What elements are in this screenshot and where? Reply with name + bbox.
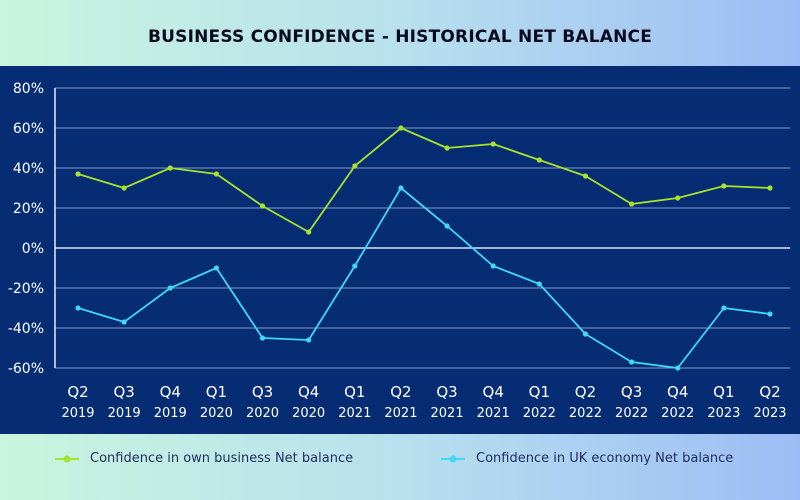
x-tick-label-year: 2021 [384,406,417,421]
y-tick-label: -60% [8,361,44,377]
series-uk-economy-point [536,281,542,287]
y-tick-label: -40% [8,321,44,337]
series-own-business-point [259,203,266,209]
series-uk-economy-point [582,331,589,337]
x-tick-label-year: 2021 [431,406,464,421]
series-own-business-point [721,183,727,189]
series-uk-economy-point [121,319,127,325]
y-tick-label: 60% [13,121,44,137]
x-tick-label-quarter: Q4 [667,383,688,401]
series-own-business-point [444,145,450,151]
series-own-business-point [536,157,542,163]
x-tick-label-year: 2022 [661,406,694,421]
series-uk-economy-point [352,263,358,269]
plot-background [0,66,800,434]
x-tick-label-year: 2023 [707,406,740,421]
x-tick-label-year: 2023 [753,406,786,421]
x-tick-label-year: 2020 [200,406,233,421]
series-own-business-point [352,163,358,169]
x-tick-label-year: 2021 [477,406,510,421]
x-tick-label-quarter: Q3 [621,383,642,401]
y-tick-label: 40% [13,161,44,177]
x-tick-label-year: 2022 [523,406,556,421]
series-uk-economy-point [721,305,727,311]
y-axis-ticks: 80% 60% 40% 20% 0% -20% -40% -60% [8,81,44,377]
x-axis-ticks: Q2 2019 Q3 2019 Q4 2019 Q1 2020 Q3 2020 Q4 2020 Q1 20… [61,383,786,421]
series-own-business-point [306,229,312,235]
x-tick-label-year: 2022 [615,406,648,421]
series-uk-economy-point [629,359,635,365]
series-uk-economy-point [444,223,450,229]
chart-plot: 80%60%40%20%0%-20%-40%-60% Q22019Q32019Q… [0,66,800,434]
x-tick-label-quarter: Q1 [206,383,227,401]
x-tick-label-year: 2022 [569,406,602,421]
legend-item-uk-economy: Confidence in UK economy Net balance [440,451,733,466]
x-tick-label-year: 2019 [154,406,187,421]
series-own-business-point [675,195,681,201]
x-tick-label-year: 2019 [61,406,94,421]
x-tick-label-year: 2021 [338,406,371,421]
series-own-business-point [767,185,773,191]
x-tick-label-quarter: Q4 [298,383,319,401]
x-tick-label-quarter: Q1 [529,383,550,401]
x-tick-label-quarter: Q3 [436,383,457,401]
x-tick-label-quarter: Q4 [483,383,504,401]
legend-marker-own-business [55,455,79,462]
x-tick-label-quarter: Q2 [390,383,411,401]
x-tick-label-quarter: Q1 [713,383,734,401]
series-own-business-point [121,185,127,191]
y-tick-label: 0% [22,241,44,257]
y-tick-label: 80% [13,81,44,97]
series-uk-economy-point [306,337,312,343]
series-own-business-point [75,171,81,177]
x-tick-label-quarter: Q4 [160,383,181,401]
x-tick-label-year: 2020 [292,406,325,421]
y-tick-label: -20% [8,281,44,297]
series-uk-economy-point [767,311,773,317]
series-own-business-point [582,173,589,179]
series-own-business-point [398,125,404,131]
series-own-business-point [213,171,219,177]
series-uk-economy-point [398,185,404,191]
series-own-business-line [77,127,771,233]
x-tick-label-quarter: Q2 [575,383,596,401]
series-uk-economy-point [167,285,173,291]
x-tick-label-quarter: Q2 [759,383,780,401]
series-own-business-point [167,165,173,171]
series-uk-economy-point [490,263,496,269]
series-own-business-point [629,201,635,207]
x-tick-label-quarter: Q1 [344,383,365,401]
legend-marker-uk-economy [441,455,465,462]
chart-title: BUSINESS CONFIDENCE - HISTORICAL NET BAL… [147,27,653,47]
series-uk-economy-point [675,365,681,371]
x-tick-label-quarter: Q3 [113,383,134,401]
x-tick-label-year: 2019 [108,406,141,421]
legend-label-uk-economy: Confidence in UK economy Net balance [476,451,734,466]
legend-item-own-business: Confidence in own business Net balance [54,451,353,466]
series-own-business-point [490,141,496,147]
series-uk-economy-point [75,305,81,311]
legend-label-own-business: Confidence in own business Net balance [90,451,354,466]
x-tick-label-quarter: Q2 [67,383,88,401]
series-uk-economy-point [213,265,219,271]
series-uk-economy-point [259,335,266,341]
x-tick-label-quarter: Q3 [252,383,273,401]
x-tick-label-year: 2020 [246,406,279,421]
series-uk-economy-line [77,187,771,369]
gridlines [54,87,790,369]
series-lines [75,125,773,371]
y-tick-label: 20% [13,201,44,217]
